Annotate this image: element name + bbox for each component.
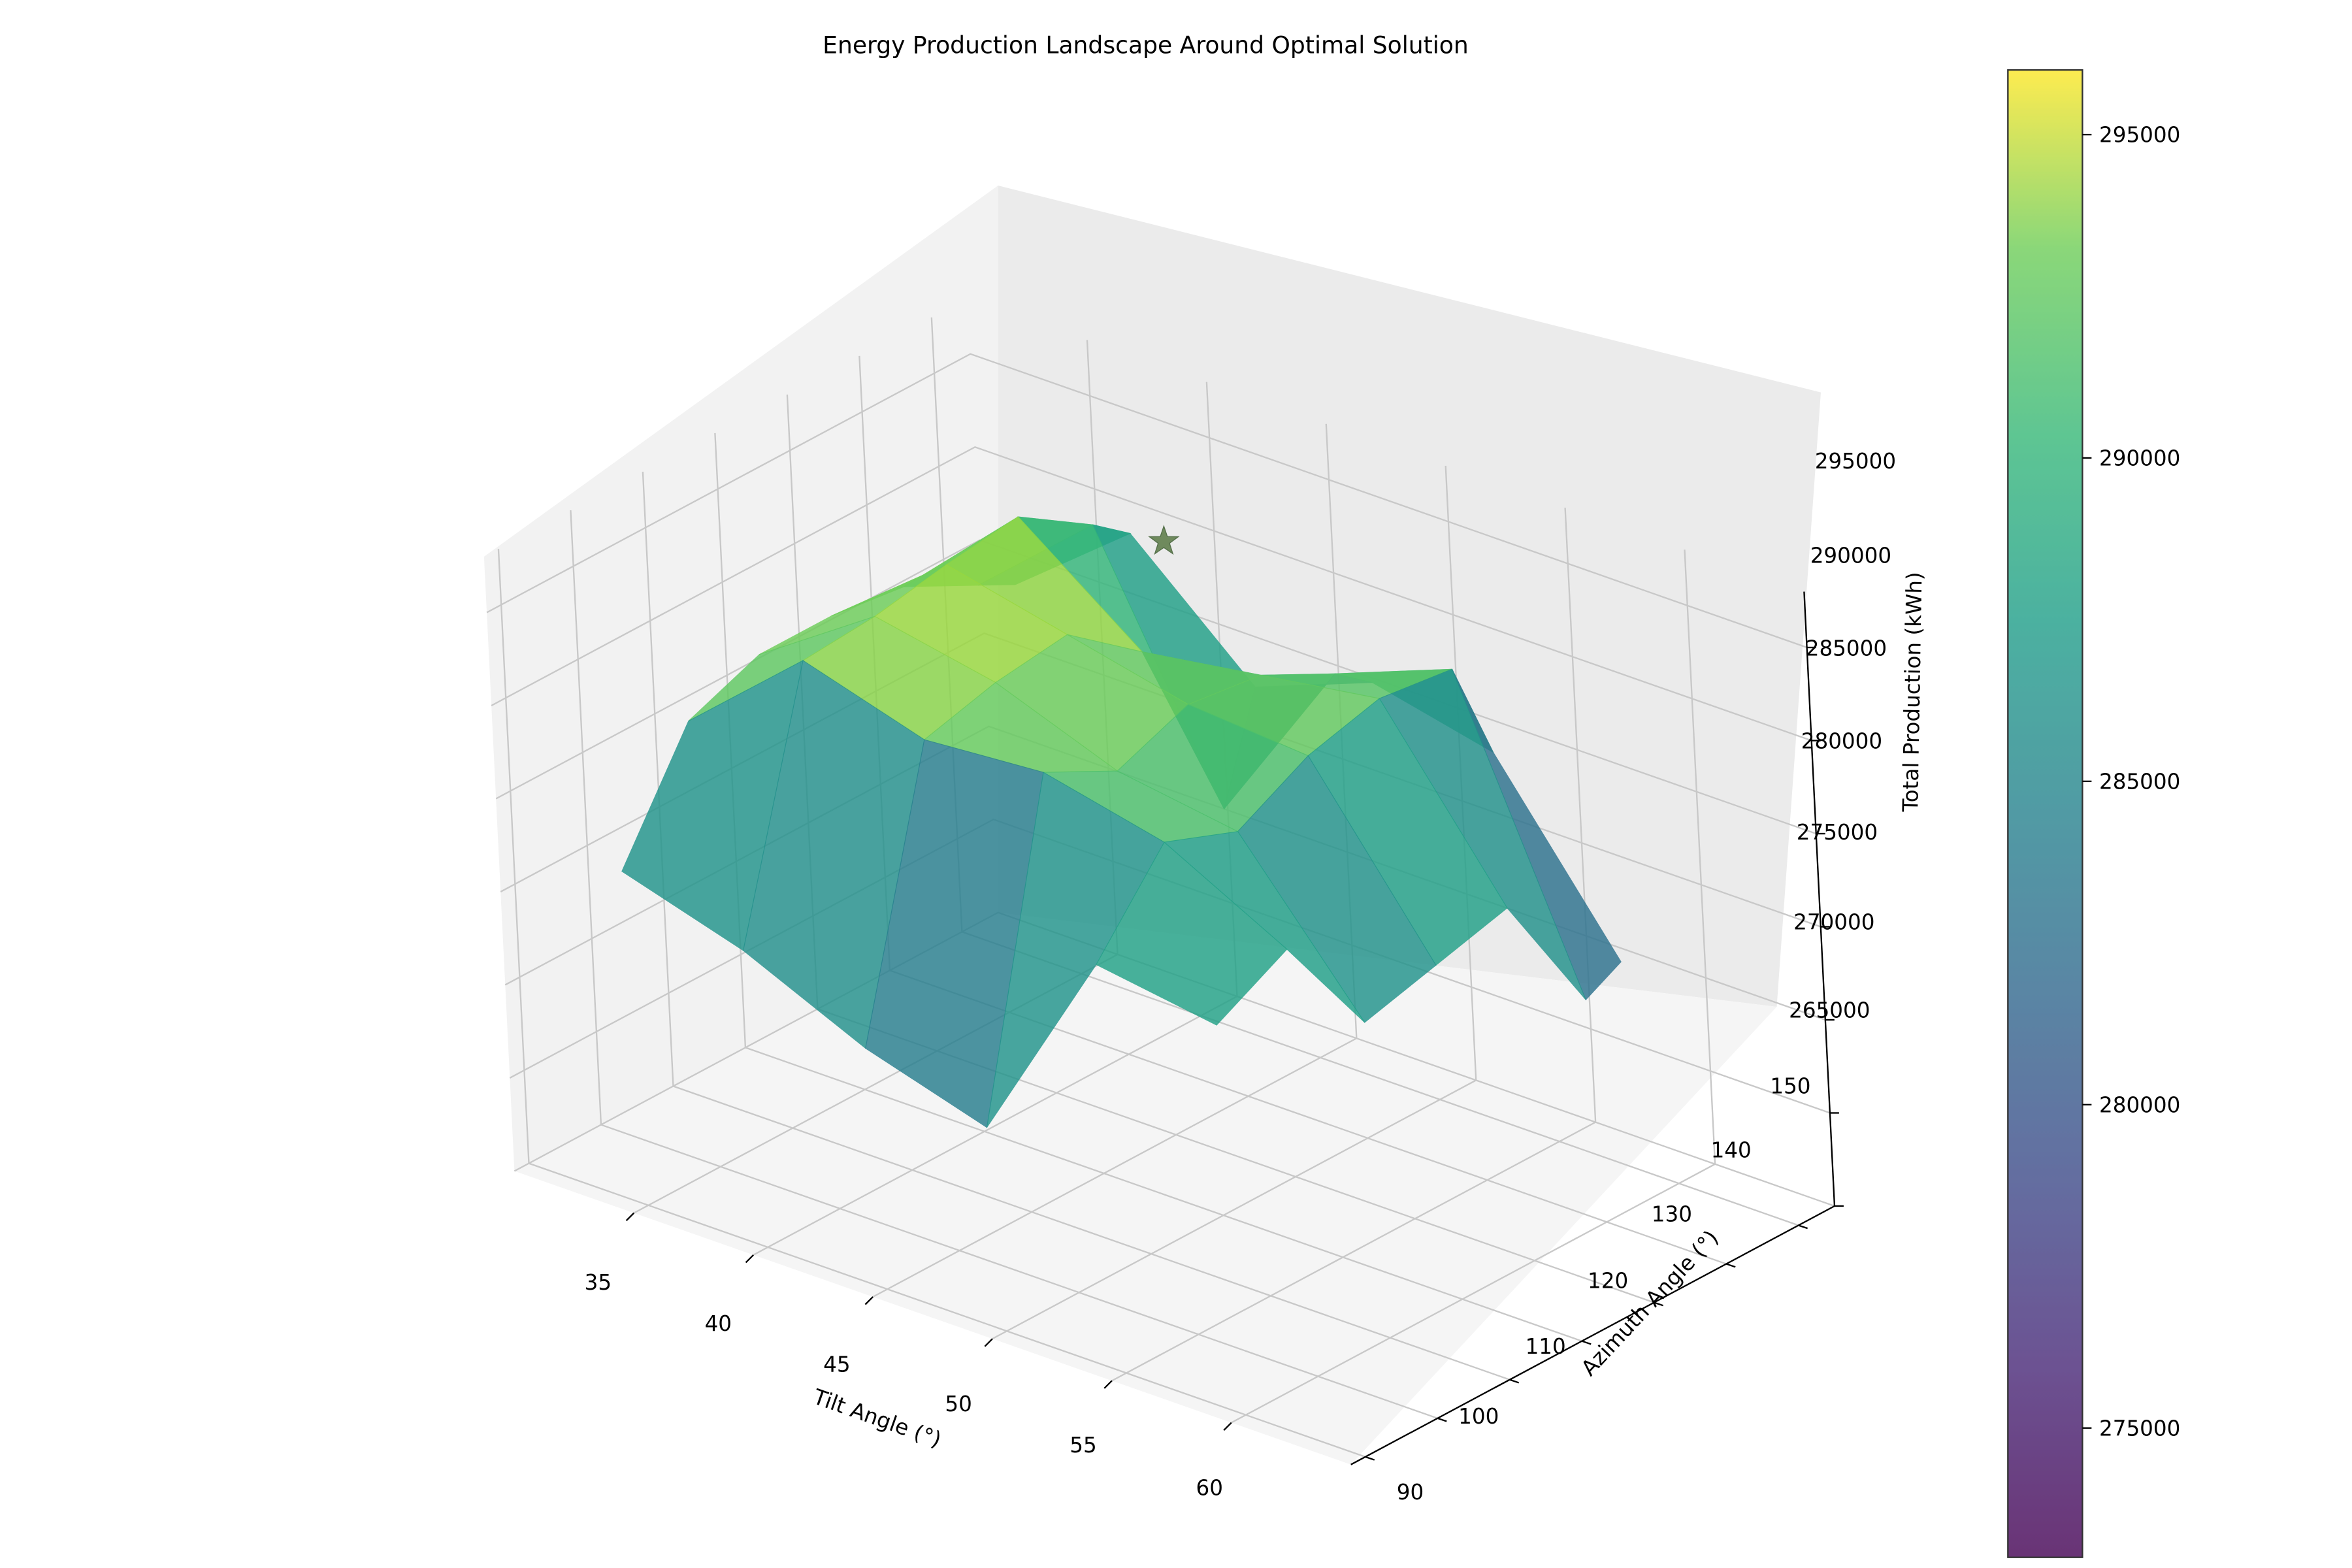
x-tick-label: 60 bbox=[1196, 1475, 1222, 1500]
y-tick-label: 130 bbox=[1652, 1201, 1692, 1226]
z-tick-label: 275000 bbox=[1797, 820, 1878, 845]
x-tick-label: 45 bbox=[823, 1352, 850, 1377]
x-tick-label: 35 bbox=[585, 1270, 612, 1295]
y-tick bbox=[1725, 1263, 1736, 1268]
x-tick bbox=[984, 1338, 993, 1347]
z-tick-label: 295000 bbox=[1815, 449, 1896, 474]
colorbar-ticks: 275000 280000 285000 290000 295000 bbox=[2082, 123, 2180, 1441]
y-tick bbox=[1365, 1456, 1375, 1461]
colorbar: 275000 280000 285000 290000 295000 bbox=[2007, 69, 2180, 1558]
z-tick-label: 290000 bbox=[1810, 543, 1891, 568]
colorbar-tick-label: 285000 bbox=[2099, 770, 2180, 794]
x-tick bbox=[1223, 1422, 1232, 1431]
y-tick-label: 90 bbox=[1397, 1480, 1424, 1505]
x-tick bbox=[625, 1212, 635, 1222]
surface-patch bbox=[1096, 841, 1288, 1026]
chart-title: Energy Production Landscape Around Optim… bbox=[823, 31, 1469, 59]
y-axis-line bbox=[1350, 1205, 1835, 1465]
y-tick-label: 140 bbox=[1711, 1137, 1752, 1162]
optimal-star-marker bbox=[1148, 525, 1180, 555]
z-tick-label: 270000 bbox=[1793, 909, 1874, 934]
z-tick-label: 280000 bbox=[1801, 728, 1882, 753]
y-tick bbox=[1509, 1379, 1520, 1384]
axis-ticks bbox=[625, 591, 1844, 1465]
x-axis-title: Tilt Angle (°) bbox=[809, 1384, 945, 1452]
y-axis-title: Azimuth Angle (°) bbox=[1576, 1226, 1723, 1381]
x-tick bbox=[1103, 1380, 1113, 1389]
grid-line bbox=[486, 353, 1808, 649]
y-tick bbox=[1798, 1224, 1808, 1230]
y-tick-label: 110 bbox=[1526, 1334, 1566, 1359]
z-tick-label: 265000 bbox=[1789, 998, 1870, 1022]
z-axis-labels: 265000 270000 275000 280000 285000 29000… bbox=[1789, 449, 1927, 1022]
grid-line bbox=[491, 446, 1812, 742]
y-tick-label: 120 bbox=[1588, 1269, 1628, 1294]
colorbar-tick-label: 290000 bbox=[2099, 446, 2180, 471]
x-tick-label: 55 bbox=[1070, 1433, 1096, 1458]
y-tick-label: 150 bbox=[1770, 1074, 1810, 1099]
x-tick-label: 50 bbox=[945, 1392, 972, 1416]
z-tick-label: 285000 bbox=[1806, 636, 1887, 661]
z-axis-title: Total Production (kWh) bbox=[1898, 572, 1927, 813]
colorbar-tick-label: 275000 bbox=[2099, 1416, 2180, 1441]
x-tick bbox=[745, 1254, 755, 1264]
y-tick bbox=[1437, 1417, 1447, 1422]
x-tick bbox=[864, 1296, 874, 1305]
colorbar-tick-label: 280000 bbox=[2099, 1092, 2180, 1117]
z-axis-line bbox=[1803, 591, 1836, 1207]
y-tick bbox=[1654, 1301, 1664, 1307]
surface-patches bbox=[621, 516, 1622, 1128]
y-tick-label: 100 bbox=[1458, 1404, 1499, 1429]
colorbar-tick-label: 295000 bbox=[2099, 123, 2180, 148]
y-tick bbox=[1581, 1340, 1592, 1345]
colorbar-gradient bbox=[2007, 69, 2083, 1558]
x-tick-label: 40 bbox=[705, 1311, 732, 1336]
